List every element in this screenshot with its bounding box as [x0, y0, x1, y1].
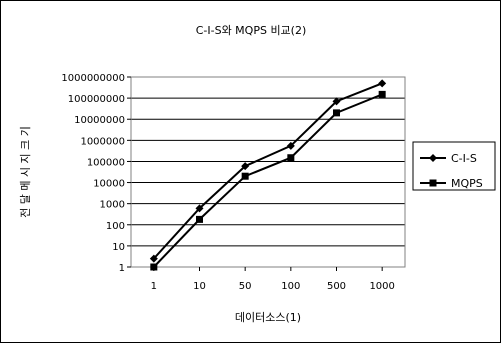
- data-point-mqps-2: [241, 172, 249, 180]
- x-tick-label-5: 1000: [369, 281, 394, 292]
- legend-items: C-I-S MQPS: [420, 152, 483, 190]
- data-point-mqps-3: [287, 154, 295, 162]
- x-tick-label-0: 1: [151, 281, 157, 292]
- data-point-c-i-s-3: [286, 141, 295, 150]
- y-tick-label-8: 100000000: [68, 94, 125, 105]
- y-tick-label-4: 10000: [93, 179, 125, 190]
- legend-marker-mqps: [429, 179, 437, 187]
- data-point-mqps-5: [378, 90, 386, 98]
- x-tick-label-4: 500: [327, 281, 346, 292]
- data-point-c-i-s-5: [378, 79, 387, 88]
- legend-label-c-i-s: C-I-S: [451, 152, 477, 165]
- y-tick-label-6: 1000000: [80, 136, 125, 147]
- plot-area-border: [130, 76, 406, 268]
- y-tick-label-9: 1000000000: [61, 73, 125, 84]
- x-tick-label-2: 50: [239, 281, 252, 292]
- data-point-c-i-s-1: [195, 204, 204, 213]
- y-axis-title: 전 달 메 시 지 크 기: [19, 126, 32, 218]
- x-tick-label-3: 100: [281, 281, 300, 292]
- legend-label-mqps: MQPS: [451, 177, 483, 190]
- data-point-c-i-s-4: [332, 97, 341, 106]
- data-point-mqps-4: [333, 109, 340, 117]
- data-point-mqps-0: [150, 263, 158, 271]
- y-tick-label-0: 1: [119, 263, 125, 274]
- legend: C-I-S MQPS: [412, 141, 496, 191]
- x-axis-ticks: 1 10 50 100 500 1000: [151, 267, 395, 292]
- y-axis-ticks: 1 10 100 1000 10000 100000 1000000 10000000 1000…: [61, 73, 131, 274]
- data-point-mqps-1: [196, 215, 203, 223]
- y-tick-label-2: 100: [106, 221, 125, 232]
- x-tick-label-1: 10: [193, 281, 206, 292]
- y-tick-label-7: 10000000: [74, 115, 125, 126]
- y-tick-label-1: 10: [112, 242, 125, 253]
- y-tick-label-5: 100000: [87, 157, 125, 168]
- x-axis-title: 데이터소스(1): [235, 311, 301, 324]
- chart-title: C-I-S와 MQPS 비교(2): [196, 24, 307, 37]
- legend-marker-c-i-s: [429, 154, 437, 162]
- y-tick-label-3: 1000: [100, 200, 125, 211]
- series-line-c-i-s: [153, 82, 383, 260]
- series-lines: [149, 79, 387, 271]
- series-line-mqps: [153, 93, 383, 268]
- data-point-c-i-s-2: [241, 162, 250, 171]
